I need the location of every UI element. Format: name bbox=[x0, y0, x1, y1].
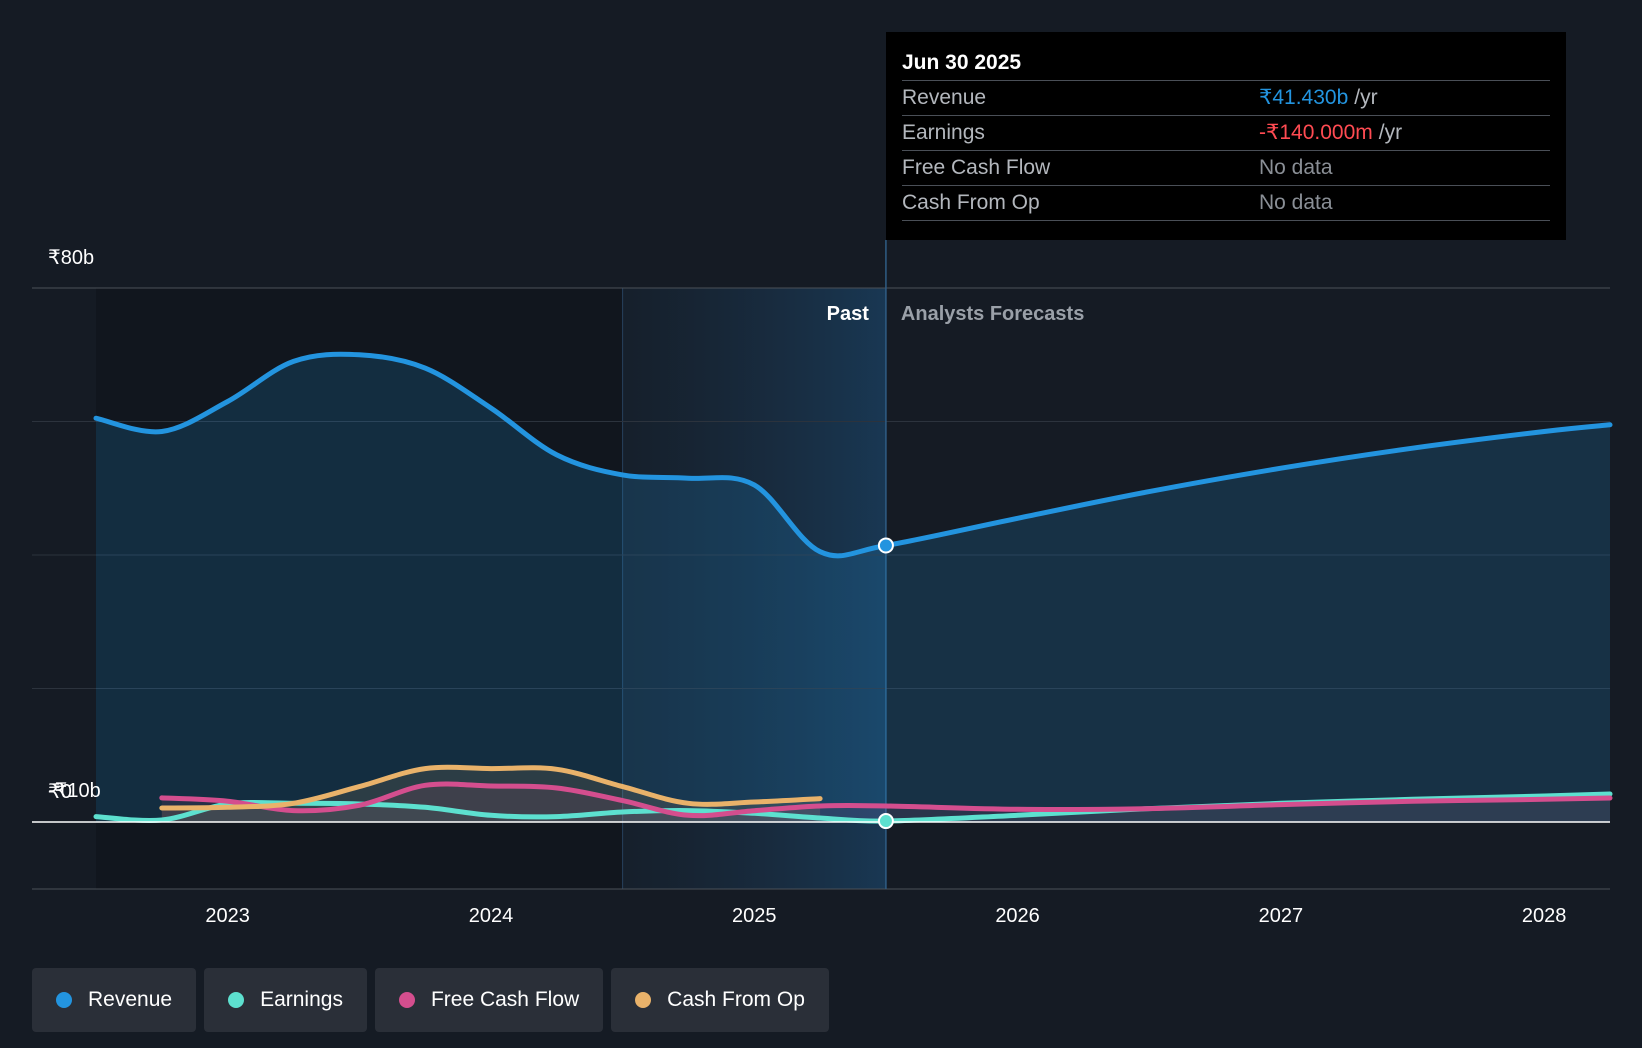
y-tick-label: ₹80b bbox=[48, 247, 94, 269]
tooltip-value: ₹41.430b bbox=[1259, 86, 1349, 109]
tooltip-label: Free Cash Flow bbox=[902, 156, 1051, 179]
tooltip-unit: /yr bbox=[1378, 121, 1403, 144]
legend-label: Cash From Op bbox=[667, 988, 805, 1011]
free-cash-flow-area bbox=[161, 783, 1610, 822]
forecast-label: Analysts Forecasts bbox=[901, 303, 1084, 325]
x-tick-label: 2026 bbox=[995, 905, 1040, 927]
tooltip-date: Jun 30 2025 bbox=[902, 46, 1550, 81]
tooltip: Jun 30 2025 Revenue ₹41.430b /yr Earning… bbox=[886, 32, 1566, 240]
revenue-area bbox=[96, 354, 1610, 822]
revenue-line bbox=[93, 351, 1613, 559]
past-highlight-band bbox=[622, 288, 886, 889]
x-tick-label: 2028 bbox=[1522, 905, 1567, 927]
x-tick-label: 2023 bbox=[205, 905, 250, 927]
x-tick-label: 2025 bbox=[732, 905, 777, 927]
tooltip-row-cash-from-op: Cash From Op No data bbox=[902, 186, 1550, 221]
legend-item-revenue[interactable]: Revenue bbox=[32, 968, 197, 1032]
tooltip-row-earnings: Earnings -₹140.000m /yr bbox=[902, 116, 1550, 151]
tooltip-value: No data bbox=[1259, 156, 1333, 179]
y-tick-label: ₹0 bbox=[48, 781, 72, 803]
free-cash-flow-line bbox=[159, 781, 1613, 819]
y-tick-label: -₹10b bbox=[48, 780, 101, 802]
legend: Revenue Earnings Free Cash Flow Cash Fro… bbox=[32, 968, 829, 1032]
past-label: Past bbox=[827, 303, 870, 325]
x-tick-label: 2024 bbox=[469, 905, 514, 927]
earnings-point bbox=[877, 813, 894, 830]
tooltip-label: Earnings bbox=[902, 121, 985, 144]
legend-item-free-cash-flow[interactable]: Free Cash Flow bbox=[374, 968, 604, 1032]
free-cash-flow-dot-icon bbox=[398, 992, 415, 1008]
tooltip-value: No data bbox=[1259, 191, 1333, 214]
tooltip-label: Cash From Op bbox=[902, 191, 1040, 214]
legend-item-earnings[interactable]: Earnings bbox=[204, 968, 367, 1032]
legend-label: Revenue bbox=[88, 988, 173, 1011]
legend-item-cash-from-op[interactable]: Cash From Op bbox=[611, 968, 829, 1032]
tooltip-row-free-cash-flow: Free Cash Flow No data bbox=[902, 151, 1550, 186]
x-tick-label: 2027 bbox=[1259, 905, 1304, 927]
cash-from-op-line bbox=[159, 764, 823, 811]
cash-from-op-dot-icon bbox=[635, 992, 652, 1008]
legend-label: Earnings bbox=[260, 988, 343, 1011]
tooltip-value: -₹140.000m bbox=[1259, 121, 1373, 144]
legend-label: Free Cash Flow bbox=[430, 988, 580, 1011]
tooltip-label: Revenue bbox=[902, 86, 987, 109]
earnings-dot-icon bbox=[228, 992, 245, 1008]
revenue-point bbox=[877, 537, 894, 554]
tooltip-row-revenue: Revenue ₹41.430b /yr bbox=[902, 81, 1550, 116]
tooltip-unit: /yr bbox=[1354, 86, 1378, 109]
revenue-dot-icon bbox=[56, 992, 72, 1008]
